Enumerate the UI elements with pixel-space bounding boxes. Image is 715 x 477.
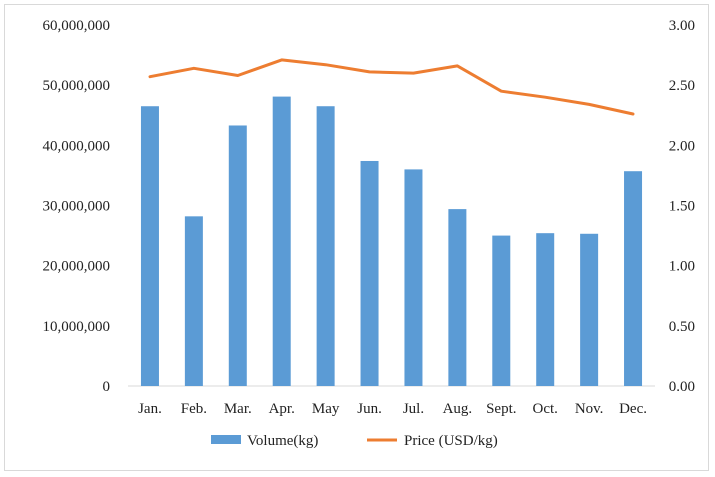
x-tick-label: May — [312, 401, 340, 417]
left-tick-label: 10,000,000 — [43, 319, 111, 335]
x-tick-label: Dec. — [619, 401, 647, 417]
left-tick-label: 20,000,000 — [43, 259, 111, 275]
x-tick-label: Apr. — [269, 401, 295, 417]
volume-bar — [360, 160, 379, 386]
price-line — [148, 58, 635, 116]
x-tick-label: Sept. — [486, 401, 516, 417]
volume-bar — [272, 96, 291, 387]
right-tick-label: 1.00 — [669, 259, 695, 275]
volume-bar — [184, 216, 203, 386]
left-tick-label: 60,000,000 — [43, 18, 111, 34]
volume-bar — [492, 235, 511, 386]
x-tick-label: Mar. — [224, 401, 252, 417]
legend-label-volume: Volume(kg) — [247, 433, 318, 449]
x-tick-label: Feb. — [181, 401, 207, 417]
volume-bars — [140, 96, 643, 387]
right-tick-label: 2.00 — [669, 138, 695, 154]
right-tick-label: 2.50 — [669, 78, 695, 94]
legend-swatch-volume — [211, 435, 241, 444]
x-tick-label: Jun. — [357, 401, 382, 417]
volume-bar — [448, 209, 467, 386]
right-tick-label: 3.00 — [669, 18, 695, 34]
x-tick-label: Oct. — [532, 401, 557, 417]
right-tick-label: 1.50 — [669, 199, 695, 215]
x-tick-label: Nov. — [575, 401, 604, 417]
legend-label-price: Price (USD/kg) — [404, 433, 498, 449]
left-tick-label: 40,000,000 — [43, 138, 111, 154]
x-axis-labels: Jan. Feb. Mar. Apr. May Jun. Jul. Aug. Sept. Oct.… — [138, 401, 647, 417]
legend: Volume(kg) Price (USD/kg) — [211, 433, 498, 449]
volume-bar — [316, 106, 335, 386]
price-line-layer — [148, 58, 635, 116]
left-tick-label: 50,000,000 — [43, 78, 111, 94]
volume-bar — [140, 106, 159, 386]
left-tick-label: 30,000,000 — [43, 199, 111, 215]
x-tick-label: Aug. — [443, 401, 473, 417]
right-tick-label: 0.00 — [669, 379, 695, 395]
volume-bar — [536, 233, 555, 386]
left-axis-labels: 0 10,000,000 20,000,000 30,000,000 40,000,00… — [43, 18, 111, 395]
volume-bar — [228, 125, 247, 386]
right-tick-label: 0.50 — [669, 319, 695, 335]
volume-bar — [404, 169, 423, 386]
volume-bar — [580, 233, 599, 386]
volume-bar — [624, 171, 643, 386]
x-tick-label: Jul. — [403, 401, 424, 417]
right-axis-labels: 0.00 0.50 1.00 1.50 2.00 2.50 3.00 — [669, 18, 695, 395]
left-tick-label: 0 — [103, 379, 111, 395]
x-tick-label: Jan. — [138, 401, 162, 417]
